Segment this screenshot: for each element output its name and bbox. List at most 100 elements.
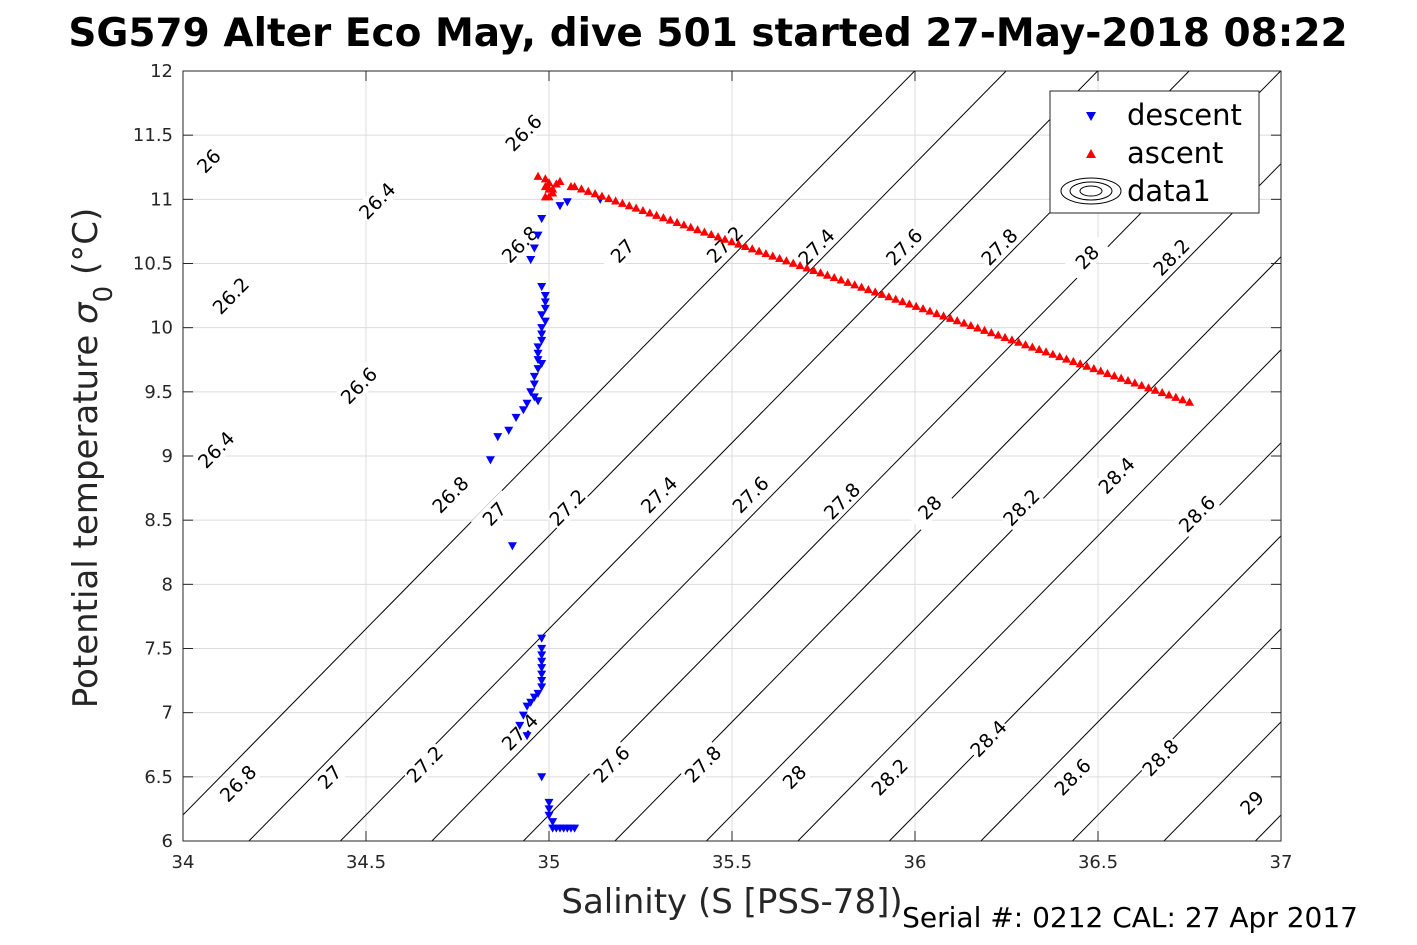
ascent-point [665,215,675,224]
descent-series [485,195,605,833]
y-tick-label: 11.5 [133,125,173,146]
descent-point [537,657,547,666]
y-tick-label: 8 [162,574,173,595]
ascent-point [904,299,914,308]
ascent-point [1109,371,1119,380]
contour-label-bg [1147,233,1195,281]
legend-ascent-label: ascent [1127,136,1223,170]
descent-point [533,343,543,352]
legend: descent ascent data1 [1049,90,1260,214]
ascent-point [1041,347,1051,356]
ascent-point [1096,366,1106,375]
descent-point [537,360,547,369]
ascent-point [611,196,621,205]
contour-label-bg [192,426,240,473]
contour-label-bg [1049,753,1096,801]
ascent-point [986,328,996,337]
y-tick-label: 6 [162,831,173,852]
legend-box [1049,90,1260,214]
descent-point [526,256,536,265]
y-tick-label: 10.5 [133,254,173,275]
descent-point [540,291,550,301]
ascent-point [658,213,668,222]
ascent-point [925,306,935,315]
x-tick-label: 35 [538,852,561,873]
axis-ticks: 34 34.5 35 35.5 36 36.5 37 6 6.5 7 7.5 8 8.5 9 9.5 10 10… [133,61,1293,873]
isopycnal-line [797,349,1281,841]
descent-point [518,406,528,415]
isopycnal-line [1365,7,1417,916]
ascent-point [980,325,990,334]
y-tick-label: 8.5 [144,510,173,531]
ascent-point [720,234,730,243]
contour-label-bg [679,740,726,788]
ascent-point [781,256,791,265]
ascent-point [652,210,662,219]
x-tick-label: 36 [904,852,927,873]
descent-point [540,317,550,326]
descent-point [544,811,554,820]
ascent-point [1034,344,1044,353]
y-tick-label: 7 [162,703,173,724]
legend-descent-label: descent [1127,98,1242,132]
descent-point [540,298,550,307]
descent-point [493,433,503,442]
contour-label-bg [1228,779,1275,826]
ascent-point [911,301,921,310]
ascent-point [1014,337,1024,346]
descent-point [533,365,543,374]
descent-point [537,644,547,653]
ascent-point [1000,332,1010,342]
contour-label-bg [470,490,518,538]
ascent-point [645,208,655,217]
ascent-point [898,296,908,306]
ascent-point [952,316,962,325]
ascent-point [1062,354,1072,363]
descent-point [533,349,543,358]
descent-point [537,330,547,339]
contour-label-bg [1093,451,1140,499]
ascent-point [932,308,942,318]
descent-point [537,214,547,224]
descent-point [537,683,547,692]
ascent-point [1075,359,1085,368]
density-contours [183,7,1417,916]
descent-point [537,311,547,320]
ascent-point [699,227,709,236]
ascent-point [1116,373,1126,382]
ascent-point [1068,356,1078,365]
y-tick-label: 9 [162,446,173,467]
ascent-point [939,311,949,320]
contour-label-bg [975,223,1023,271]
contour-label-bg [964,714,1012,762]
contour-label-bg [818,477,866,525]
descent-point [537,670,547,679]
contour-label-bg [866,753,913,801]
descent-point [537,651,547,660]
ascent-point [877,289,887,298]
contour-label-bg [598,227,646,275]
ascent-point [959,318,969,327]
ascent-point [1027,342,1037,351]
ascent-point [918,304,928,313]
ascent-point [795,261,805,270]
ascent-point [816,268,826,277]
ascent-point [540,174,550,183]
ascent-point [1185,397,1194,406]
contour-label-bg [496,708,543,756]
contour-label-bg [906,483,953,531]
contour-label-bg [353,177,401,225]
ascent-point [870,287,880,296]
ascent-point [1048,349,1058,358]
ascent-point [843,277,853,286]
ascent-point [734,239,744,248]
descent-point [537,324,547,333]
descent-point [537,664,547,673]
ascent-point [884,292,894,301]
x-tick-label: 36.5 [1078,852,1118,873]
y-tick-label: 12 [150,61,173,82]
isopycnal-line [888,442,1281,841]
ascent-point [544,178,554,187]
ascent-point [686,222,696,231]
contour-label-bg [701,220,748,268]
